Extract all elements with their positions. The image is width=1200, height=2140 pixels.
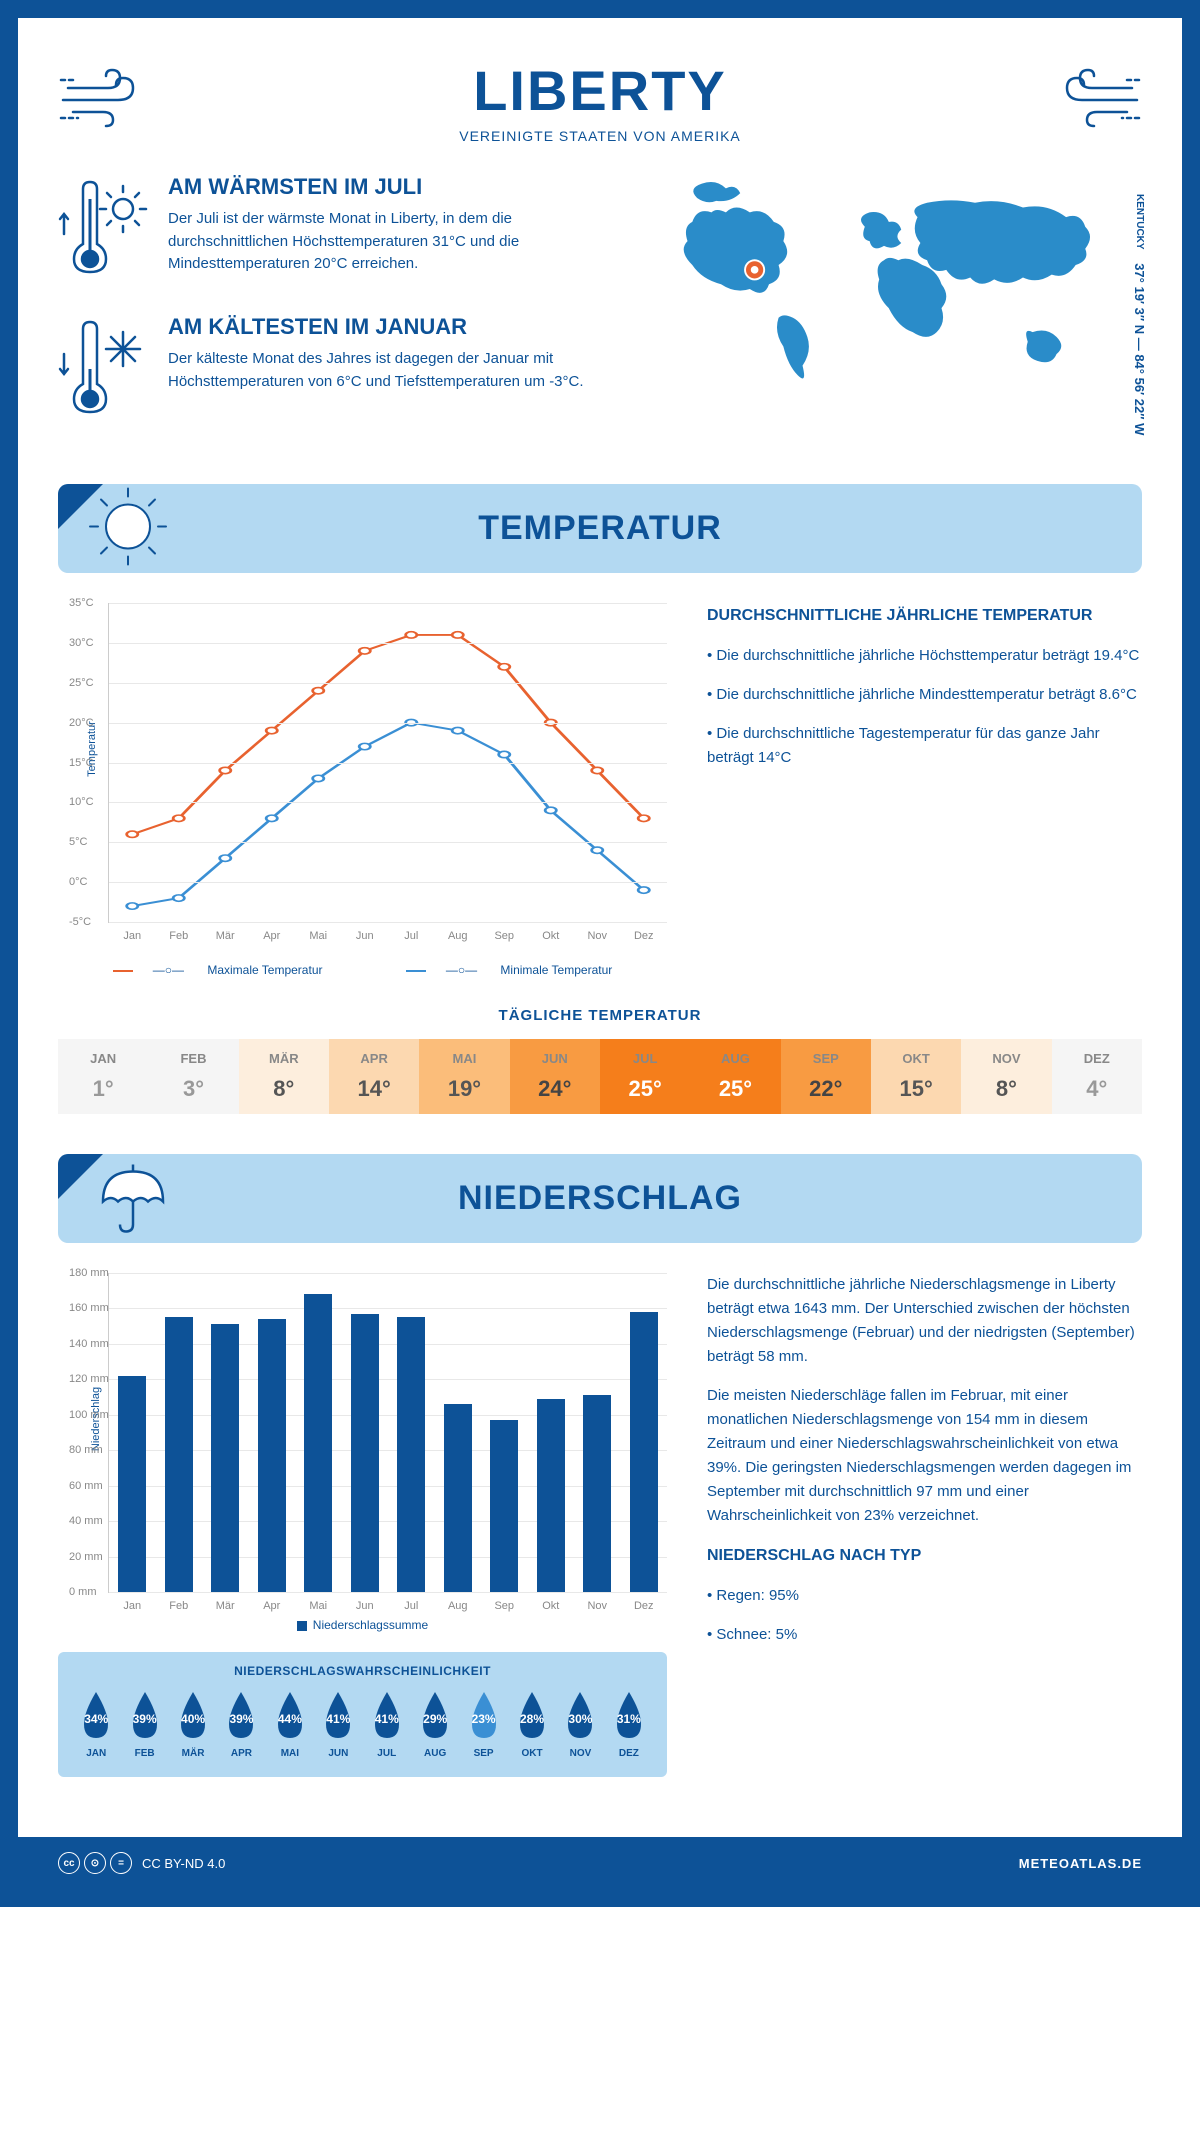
temp-cell: JUL25° — [600, 1039, 690, 1114]
section-title: TEMPERATUR — [58, 509, 1142, 548]
temp-cell: JAN1° — [58, 1039, 148, 1114]
precip-type: • Schnee: 5% — [707, 1623, 1142, 1647]
probability-box: NIEDERSCHLAGSWAHRSCHEINLICHKEIT 34%JAN39… — [58, 1652, 667, 1777]
precip-type-title: NIEDERSCHLAG NACH TYP — [707, 1543, 1142, 1569]
temp-bullet: • Die durchschnittliche Tagestemperatur … — [707, 722, 1142, 770]
warmest-fact: AM WÄRMSTEN IM JULI Der Juli ist der wär… — [58, 174, 605, 289]
probability-drop: 23%SEP — [460, 1690, 506, 1759]
precip-para: Die meisten Niederschläge fallen im Febr… — [707, 1384, 1142, 1528]
temp-cell: DEZ4° — [1052, 1039, 1142, 1114]
temperature-banner: TEMPERATUR — [58, 484, 1142, 573]
section-title: NIEDERSCHLAG — [58, 1179, 1142, 1218]
probability-drop: 40%MÄR — [170, 1690, 216, 1759]
temp-cell: FEB3° — [148, 1039, 238, 1114]
temp-bullet: • Die durchschnittliche jährliche Höchst… — [707, 644, 1142, 668]
thermometer-hot-icon — [58, 174, 148, 289]
temp-cell: OKT15° — [871, 1039, 961, 1114]
precipitation-bar-chart: Niederschlag 0 mm20 mm40 mm60 mm80 mm100… — [108, 1273, 667, 1593]
precip-type: • Regen: 95% — [707, 1584, 1142, 1608]
probability-drop: 31%DEZ — [606, 1690, 652, 1759]
wind-icon — [58, 58, 158, 133]
probability-drop: 44%MAI — [267, 1690, 313, 1759]
probability-drop: 39%FEB — [121, 1690, 167, 1759]
probability-drop: 41%JUL — [364, 1690, 410, 1759]
bar-legend: Niederschlagssumme — [58, 1618, 667, 1632]
probability-drop: 30%NOV — [557, 1690, 603, 1759]
daily-temp-table: JAN1°FEB3°MÄR8°APR14°MAI19°JUN24°JUL25°A… — [58, 1039, 1142, 1114]
precip-para: Die durchschnittliche jährliche Niedersc… — [707, 1273, 1142, 1369]
temp-cell: SEP22° — [781, 1039, 871, 1114]
thermometer-cold-icon — [58, 314, 148, 429]
license-text: CC BY-ND 4.0 — [142, 1856, 225, 1871]
cc-icons: cc⊙= — [58, 1852, 132, 1874]
probability-drop: 41%JUN — [315, 1690, 361, 1759]
page-header: LIBERTY VEREINIGTE STAATEN VON AMERIKA — [58, 48, 1142, 174]
page-title: LIBERTY — [58, 58, 1142, 123]
intro-section: AM WÄRMSTEN IM JULI Der Juli ist der wär… — [58, 174, 1142, 454]
temp-side-title: DURCHSCHNITTLICHE JÄHRLICHE TEMPERATUR — [707, 603, 1142, 629]
daily-temp-title: TÄGLICHE TEMPERATUR — [58, 1007, 1142, 1024]
temp-cell: MÄR8° — [239, 1039, 329, 1114]
coldest-title: AM KÄLTESTEN IM JANUAR — [168, 314, 605, 340]
temp-cell: NOV8° — [961, 1039, 1051, 1114]
temp-cell: JUN24° — [510, 1039, 600, 1114]
umbrella-icon — [88, 1156, 168, 1241]
warmest-text: Der Juli ist der wärmste Monat in Libert… — [168, 208, 605, 276]
coldest-text: Der kälteste Monat des Jahres ist dagege… — [168, 348, 605, 393]
probability-drop: 29%AUG — [412, 1690, 458, 1759]
precipitation-section: Niederschlag 0 mm20 mm40 mm60 mm80 mm100… — [58, 1273, 1142, 1777]
coldest-fact: AM KÄLTESTEN IM JANUAR Der kälteste Mona… — [58, 314, 605, 429]
page-subtitle: VEREINIGTE STAATEN VON AMERIKA — [58, 128, 1142, 144]
temp-cell: AUG25° — [690, 1039, 780, 1114]
chart-legend: —○— Maximale Temperatur —○— Minimale Tem… — [58, 963, 667, 977]
temperature-line-chart: Temperatur -5°C0°C5°C10°C15°C20°C25°C30°… — [108, 603, 667, 923]
warmest-title: AM WÄRMSTEN IM JULI — [168, 174, 605, 200]
temp-cell: MAI19° — [419, 1039, 509, 1114]
temp-bullet: • Die durchschnittliche jährliche Mindes… — [707, 683, 1142, 707]
probability-drop: 39%APR — [218, 1690, 264, 1759]
world-map — [645, 174, 1142, 404]
probability-drop: 28%OKT — [509, 1690, 555, 1759]
temp-cell: APR14° — [329, 1039, 419, 1114]
sun-icon — [88, 486, 168, 571]
probability-drop: 34%JAN — [73, 1690, 119, 1759]
brand-text: METEOATLAS.DE — [1019, 1856, 1142, 1871]
temperature-section: Temperatur -5°C0°C5°C10°C15°C20°C25°C30°… — [58, 603, 1142, 977]
wind-icon — [1042, 58, 1142, 133]
precipitation-banner: NIEDERSCHLAG — [58, 1154, 1142, 1243]
page-footer: cc⊙= CC BY-ND 4.0 METEOATLAS.DE — [18, 1837, 1182, 1889]
